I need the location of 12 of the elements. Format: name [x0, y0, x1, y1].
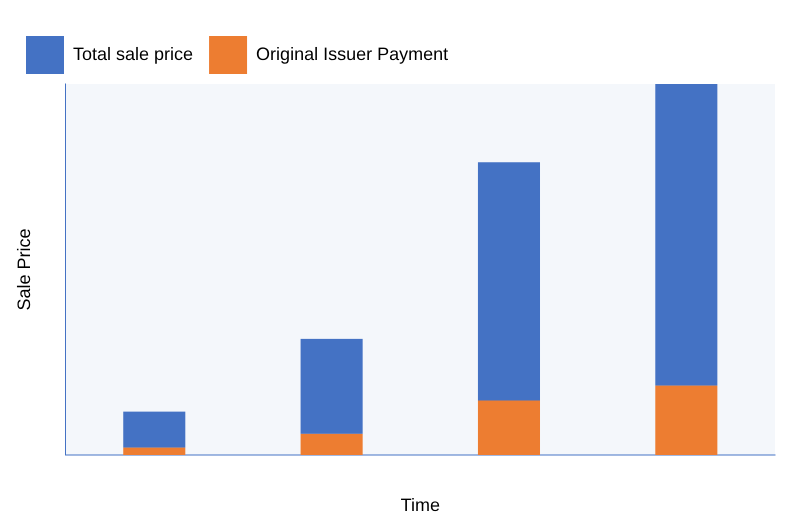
bar: [655, 84, 718, 386]
bar: [300, 338, 363, 434]
bar: [478, 162, 540, 400]
legend-label: Total sale price: [73, 44, 194, 64]
x-axis-title: Time: [400, 495, 440, 516]
y-axis-title: Sale Price: [14, 228, 34, 311]
bar: [300, 434, 363, 455]
bar: [123, 412, 186, 448]
bar: [478, 400, 540, 455]
bar: [123, 448, 186, 455]
legend-label: Original Issuer Payment: [256, 44, 448, 64]
bar: [655, 386, 718, 455]
